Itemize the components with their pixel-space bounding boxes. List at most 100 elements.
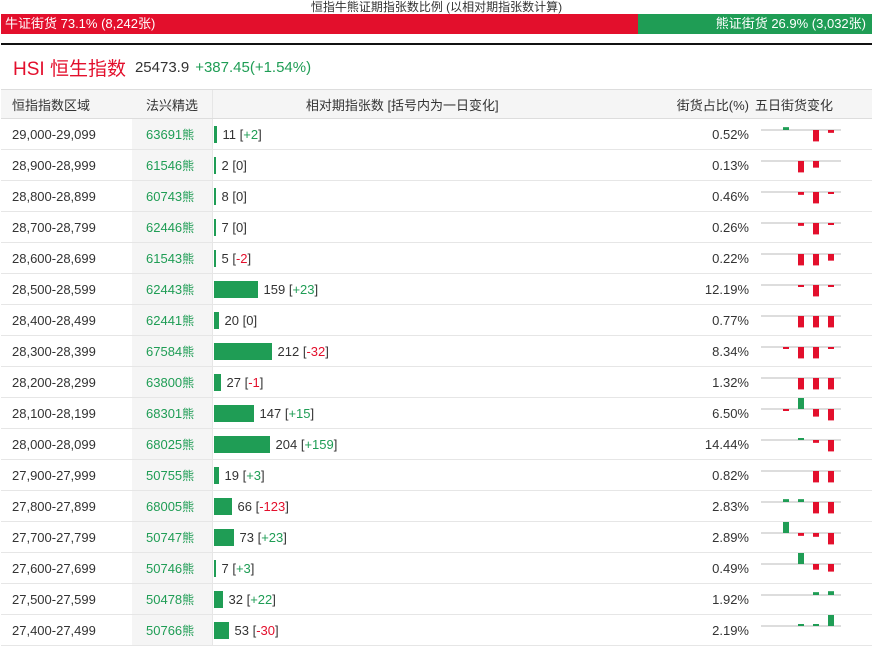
warrant-code-link[interactable]: 63800 xyxy=(146,374,183,390)
warrant-code-link[interactable]: 60743 xyxy=(146,188,183,204)
share-percent: 0.82% xyxy=(592,459,749,491)
warrant-code-cell: 68025熊 xyxy=(132,428,212,460)
table-row: 28,700-28,799 62446熊 7 [0] 0.26% xyxy=(1,211,872,243)
warrant-code-link[interactable]: 50747 xyxy=(146,529,183,545)
contracts-count: 19 xyxy=(224,467,239,483)
five-day-sparkline-cell xyxy=(749,552,872,584)
contracts-bar xyxy=(213,218,216,236)
contracts-change: +23 xyxy=(292,281,315,297)
sparkline-bar xyxy=(813,409,819,417)
warrant-code-cell: 67584熊 xyxy=(132,335,212,367)
share-percent: 0.52% xyxy=(592,118,749,150)
contracts-count: 11 xyxy=(222,126,237,142)
index-quote: HSI 恒生指数 25473.9 +387.45(+1.54%) xyxy=(1,45,872,90)
index-range: 27,400-27,499 xyxy=(1,614,132,646)
bear-suffix: 熊 xyxy=(182,561,195,576)
index-range: 28,800-28,899 xyxy=(1,180,132,212)
contracts-cell: 66 [-123] xyxy=(211,490,592,522)
five-day-sparkline xyxy=(761,438,841,452)
sparkline-bar xyxy=(828,564,834,572)
warrant-code-link[interactable]: 62446 xyxy=(146,219,183,235)
five-day-sparkline-cell xyxy=(749,118,872,150)
index-range: 28,100-28,199 xyxy=(1,397,132,429)
five-day-sparkline xyxy=(761,253,841,266)
sparkline-bar xyxy=(828,223,834,225)
five-day-sparkline-cell xyxy=(749,335,872,367)
warrant-code-link[interactable]: 62443 xyxy=(146,281,183,297)
sparkline-bar xyxy=(798,316,804,328)
contracts-cell: 7 [+3] xyxy=(211,552,592,584)
contracts-bar xyxy=(213,590,223,608)
sparkline-bar xyxy=(813,161,819,168)
sparkline-bar xyxy=(828,347,834,349)
sparkline-bar xyxy=(798,161,804,173)
contracts-cell: 212 [-32] xyxy=(211,335,592,367)
bear-suffix: 熊 xyxy=(182,437,195,452)
contracts-change: +15 xyxy=(288,405,311,421)
five-day-sparkline-cell xyxy=(749,614,872,646)
bear-suffix: 熊 xyxy=(182,468,195,483)
contracts-count: 8 xyxy=(221,188,229,204)
contracts-bar xyxy=(213,187,216,205)
sparkline-bar xyxy=(828,192,834,194)
five-day-sparkline-cell xyxy=(749,521,872,553)
table-row: 29,000-29,099 63691熊 11 [+2] 0.52% xyxy=(1,118,872,150)
bull-bear-ratio-bar: 牛证街货 73.1% (8,242张) 熊证街货 26.9% (3,032张) xyxy=(1,14,872,34)
index-range: 27,500-27,599 xyxy=(1,583,132,615)
warrant-code-link[interactable]: 50478 xyxy=(146,591,183,607)
bull-ratio-segment: 牛证街货 73.1% (8,242张) xyxy=(1,14,638,34)
five-day-sparkline-cell xyxy=(749,459,872,491)
warrant-code-cell: 50746熊 xyxy=(132,552,212,584)
sparkline-bar xyxy=(828,591,834,595)
bear-suffix: 熊 xyxy=(182,375,195,390)
sparkline-bar xyxy=(783,347,789,349)
contracts-bar xyxy=(213,373,221,391)
contracts-count: 27 xyxy=(226,374,241,390)
index-range: 27,800-27,899 xyxy=(1,490,132,522)
contracts-change: 0 xyxy=(246,312,254,328)
warrant-code-link[interactable]: 68301 xyxy=(146,405,183,421)
divider xyxy=(1,43,872,45)
warrant-code-link[interactable]: 63691 xyxy=(146,126,183,142)
share-percent: 0.49% xyxy=(592,552,749,584)
warrant-code-cell: 50755熊 xyxy=(132,459,212,491)
contracts-count: 204 xyxy=(275,436,298,452)
warrant-code-link[interactable]: 68005 xyxy=(146,498,183,514)
contracts-bar xyxy=(213,342,272,360)
header-code: 法兴精选 xyxy=(132,90,212,119)
index-range: 28,200-28,299 xyxy=(1,366,132,398)
sparkline-bar xyxy=(813,471,819,483)
share-percent: 2.19% xyxy=(592,614,749,646)
sparkline-bar xyxy=(828,471,834,483)
five-day-sparkline-cell xyxy=(749,490,872,522)
contracts-cell: 27 [-1] xyxy=(211,366,592,398)
share-percent: 2.89% xyxy=(592,521,749,553)
chart-caption: 恒指牛熊证期指张数比例 (以相对期指张数计算) xyxy=(310,0,563,14)
warrant-code-link[interactable]: 62441 xyxy=(146,312,183,328)
warrant-code-link[interactable]: 67584 xyxy=(146,343,183,359)
warrant-code-cell: 62441熊 xyxy=(132,304,212,336)
warrant-code-cell: 50747熊 xyxy=(132,521,212,553)
contracts-count: 212 xyxy=(277,343,300,359)
warrant-code-cell: 61543熊 xyxy=(132,242,212,274)
warrant-code-link[interactable]: 50746 xyxy=(146,560,183,576)
header-five-day-change: 五日街货变化 xyxy=(749,90,872,119)
share-percent: 14.44% xyxy=(592,428,749,460)
sparkline-bar xyxy=(813,378,819,390)
sparkline-bar xyxy=(813,192,819,204)
index-range: 27,700-27,799 xyxy=(1,521,132,553)
contracts-change: +2 xyxy=(243,126,259,142)
warrant-code-link[interactable]: 50755 xyxy=(146,467,183,483)
table-row: 28,200-28,299 63800熊 27 [-1] 1.32% xyxy=(1,366,872,398)
share-percent: 12.19% xyxy=(592,273,749,305)
warrant-code-link[interactable]: 61543 xyxy=(146,250,183,266)
contracts-change: 0 xyxy=(235,188,244,204)
warrant-code-cell: 50766熊 xyxy=(132,614,212,646)
sparkline-bar xyxy=(828,502,834,514)
warrant-code-link[interactable]: 61546 xyxy=(146,157,183,173)
sparkline-bar xyxy=(813,533,819,537)
five-day-sparkline xyxy=(761,315,841,328)
warrant-code-link[interactable]: 68025 xyxy=(146,436,183,452)
cbbc-table: 恒指指数区域 法兴精选 相对期指张数 [括号内为一日变化] 街货占比(%) 五日… xyxy=(1,90,872,646)
warrant-code-link[interactable]: 50766 xyxy=(146,622,183,638)
